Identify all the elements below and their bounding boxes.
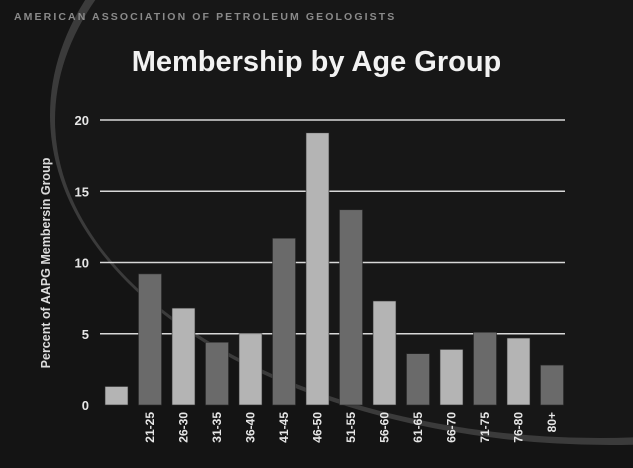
bar-51-55 bbox=[339, 209, 363, 406]
x-tick-label: 76-80 bbox=[512, 412, 526, 443]
bar-41-45 bbox=[272, 237, 296, 406]
bar-76-80 bbox=[506, 337, 531, 406]
x-tick-label: 46-50 bbox=[311, 412, 325, 443]
x-tick-label: 51-55 bbox=[344, 412, 358, 443]
bar-unlabeled bbox=[104, 386, 129, 406]
bar-80+ bbox=[540, 364, 564, 406]
x-tick-label: 26-30 bbox=[177, 412, 191, 443]
bar-layer bbox=[104, 132, 564, 406]
x-tick-label: 21-25 bbox=[143, 412, 157, 443]
bar-66-70 bbox=[439, 349, 464, 406]
y-axis-label: Percent of AAPG Membersin Group bbox=[39, 157, 53, 369]
bar-56-60 bbox=[372, 300, 397, 406]
org-header: AMERICAN ASSOCIATION OF PETROLEUM GEOLOG… bbox=[14, 11, 397, 23]
x-tick-label: 61-65 bbox=[411, 412, 425, 443]
y-tick-label: 10 bbox=[75, 256, 89, 271]
y-tick-label: 0 bbox=[82, 398, 89, 413]
x-tick-label: 71-75 bbox=[478, 412, 492, 443]
bar-21-25 bbox=[138, 273, 162, 406]
chart-title: Membership by Age Group bbox=[131, 46, 502, 78]
grid-layer bbox=[100, 119, 565, 335]
x-tick-label: 56-60 bbox=[378, 412, 392, 443]
bar-71-75 bbox=[473, 332, 497, 406]
x-tick-label: 31-35 bbox=[210, 412, 224, 443]
x-tick-labels: 21-25 26-30 31-35 36-40 41-45 46-50 51-55 56-60… bbox=[143, 412, 559, 443]
bar-36-40 bbox=[238, 333, 263, 406]
bar-46-50 bbox=[305, 132, 330, 406]
y-tick-labels: 0 5 10 15 20 bbox=[75, 113, 89, 413]
x-tick-label: 36-40 bbox=[244, 412, 258, 443]
y-tick-label: 20 bbox=[75, 113, 89, 128]
x-tick-label: 80+ bbox=[545, 412, 559, 432]
x-tick-label: 41-45 bbox=[277, 412, 291, 443]
bar-61-65 bbox=[406, 353, 430, 406]
bar-31-35 bbox=[205, 341, 229, 406]
bar-26-30 bbox=[171, 307, 196, 406]
y-tick-label: 15 bbox=[75, 184, 89, 199]
y-tick-label: 5 bbox=[82, 327, 89, 342]
x-tick-label: 66-70 bbox=[445, 412, 459, 443]
